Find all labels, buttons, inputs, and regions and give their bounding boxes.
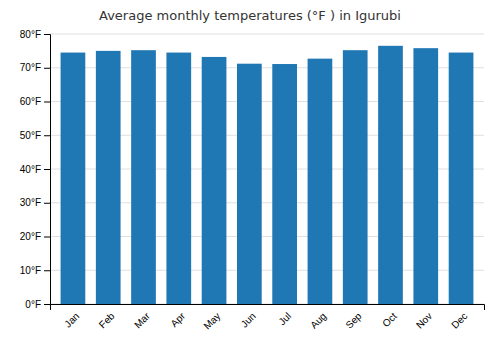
x-axis: Jan Feb Mar Apr May Jun Jul Aug Sep Oct Nov Dec [51,305,485,332]
bar [61,53,86,304]
x-tick: Sep [343,310,364,331]
x-tick: Oct [380,310,399,329]
y-axis-line [44,35,51,305]
y-tick-mark [44,34,50,35]
y-tick-mark [44,270,50,271]
y-tick-label: 30°F [20,197,41,208]
x-tick: Jul [276,310,293,327]
x-tick: May [201,310,222,331]
x-tick-label: Jan [62,310,81,329]
y-tick: 10°F [20,265,50,276]
title: Average monthly temperatures (°F ) in Ig… [99,8,401,23]
y-tick-label: 80°F [20,29,41,40]
y-tick-mark [44,68,50,69]
bars [61,46,474,304]
y-tick: 80°F [20,29,50,40]
y-tick: 40°F [20,164,50,175]
y-tick: 60°F [20,96,50,107]
y-tick: 70°F [20,62,50,73]
y-tick-label: 10°F [20,265,41,276]
y-tick: 20°F [20,231,50,242]
x-tick: Mar [132,310,152,330]
y-axis: 0°F 10°F 20°F 30°F 40°F 50°F 60°F 70°F 80°F [20,29,51,310]
y-tick-label: 50°F [20,130,41,141]
y-tick: 30°F [20,197,50,208]
x-tick: Jun [239,310,258,329]
x-tick-label: Jul [276,310,293,327]
y-tick-label: 60°F [20,96,41,107]
bar [272,64,297,304]
x-tick: Feb [97,310,117,330]
y-tick-mark [44,237,50,238]
plot-area: Jan Feb Mar Apr May Jun Jul Aug Sep Oct Nov Dec 0°F 1… [20,29,485,332]
grid [50,34,484,304]
bar [343,50,368,304]
y-tick: 0°F [25,299,50,310]
bar [237,64,262,304]
x-tick-label: May [201,310,222,331]
x-tick-label: Feb [97,310,117,330]
y-tick-mark [44,203,50,204]
x-tick-label: Jun [239,310,258,329]
x-tick-label: Nov [414,310,434,330]
y-tick-mark [44,304,50,305]
y-tick-label: 70°F [20,62,41,73]
bar [413,48,438,304]
x-tick-label: Mar [132,310,152,330]
y-tick: 50°F [20,130,50,141]
bar [308,59,333,304]
y-tick-mark [44,135,50,136]
y-tick-label: 0°F [25,299,41,310]
bar [166,53,191,304]
x-tick-label: Apr [168,310,187,329]
y-tick-mark [44,169,50,170]
grid-line [50,34,484,35]
chart: Jan Feb Mar Apr May Jun Jul Aug Sep Oct Nov Dec 0°F 1… [0,0,500,350]
x-tick: Aug [308,310,328,330]
y-tick-mark [44,102,50,103]
bar [96,51,121,304]
x-tick-label: Sep [343,310,364,331]
y-tick-label: 40°F [20,164,41,175]
x-tick: Dec [449,310,469,330]
x-tick-label: Aug [308,310,328,330]
x-tick: Apr [168,310,187,329]
x-tick: Nov [414,310,434,330]
x-axis-line [51,305,485,311]
x-tick-label: Oct [380,310,399,329]
x-tick-label: Dec [449,310,469,330]
bar [378,46,403,304]
bar [449,53,474,304]
bar [202,57,227,304]
y-tick-label: 20°F [20,231,41,242]
x-tick: Jan [62,310,81,329]
bar [131,50,156,304]
